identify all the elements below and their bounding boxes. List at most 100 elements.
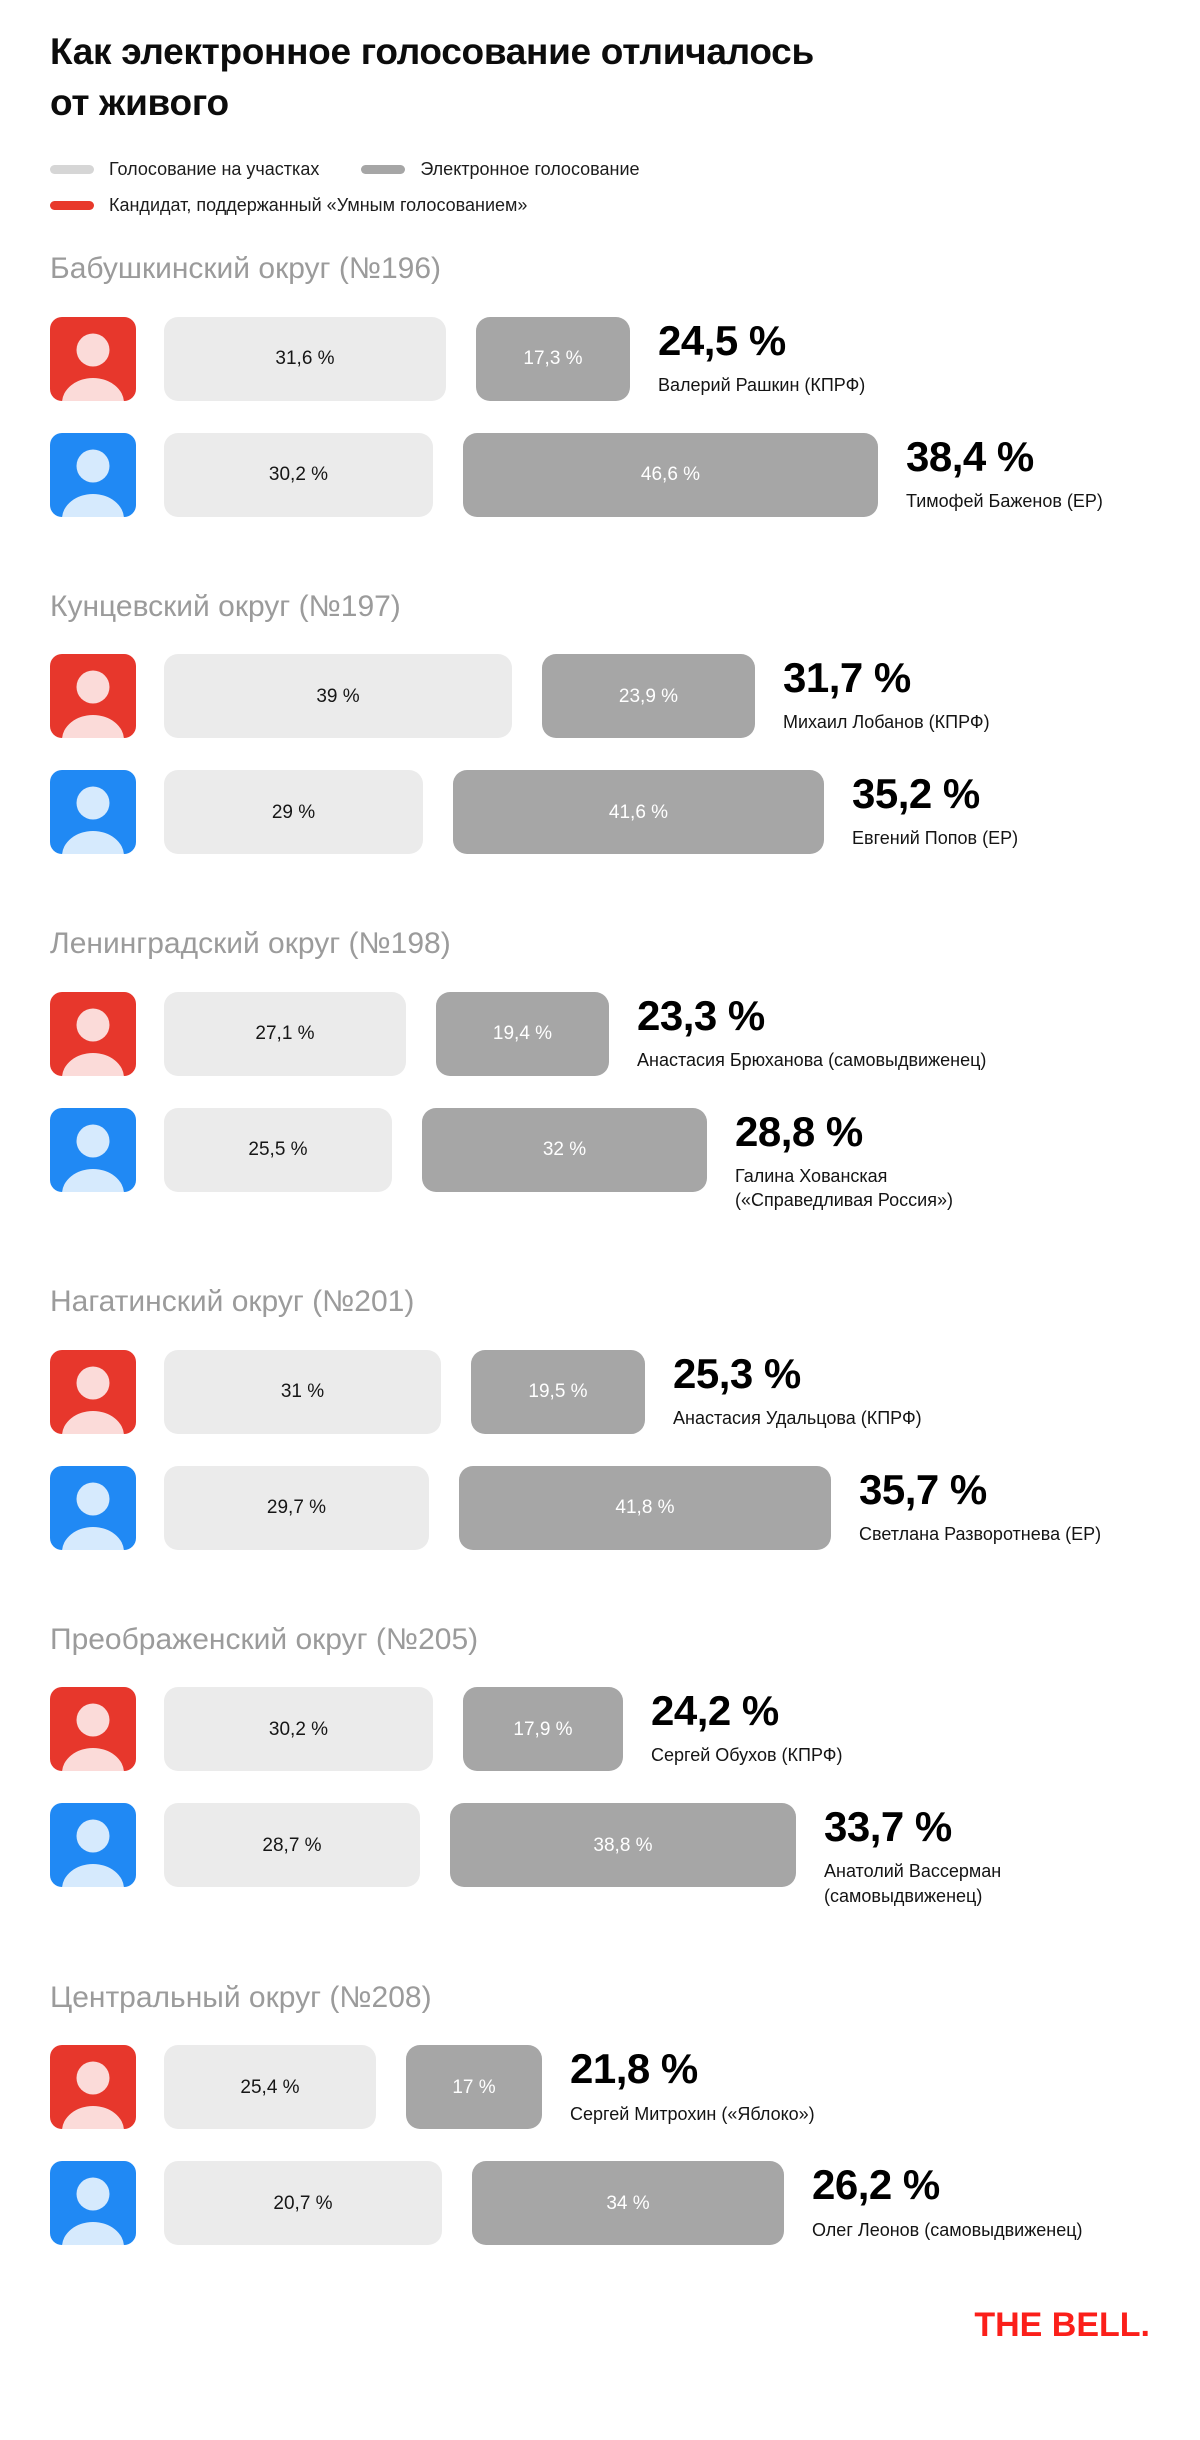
total-percent: 35,7 %	[859, 1465, 987, 1513]
candidate-photo	[50, 316, 136, 401]
candidate-result: 25,3 % Анастасия Удальцова (КПРФ)	[673, 1350, 922, 1430]
candidate-name: Анатолий Вассерман (самовыдвиженец)	[824, 1861, 1002, 1906]
electronic-bar-label: 17 %	[452, 2076, 496, 2098]
person-silhouette-icon	[62, 1366, 124, 1434]
in-person-bar: 30,2 %	[164, 432, 433, 517]
district-rows: 39 % 23,9 % 31,7 % Михаил Лобанов (КПРФ)…	[50, 654, 1150, 855]
candidate-row: 30,2 % 17,9 % 24,2 % Сергей Обухов (КПРФ…	[50, 1687, 1150, 1772]
electronic-bar: 46,6 %	[463, 432, 878, 517]
district-header: Кунцевский округ (№197)	[50, 589, 401, 623]
candidate-result: 24,5 % Валерий Рашкин (КПРФ)	[658, 317, 865, 397]
in-person-bar: 31 %	[164, 1349, 441, 1434]
total-percent: 31,7 %	[783, 654, 911, 702]
total-percent: 24,5 %	[658, 316, 786, 364]
candidate-row: 20,7 % 34 % 26,2 % Олег Леонов (самовыдв…	[50, 2161, 1150, 2246]
legend-item-label: Электронное голосование	[420, 159, 640, 180]
district-header: Бабушкинский округ (№196)	[50, 252, 442, 286]
candidate-photo	[50, 654, 136, 739]
district-rows: 25,4 % 17 % 21,8 % Сергей Митрохин («Ябл…	[50, 2045, 1150, 2246]
district-header: Преображенский округ (№205)	[50, 1622, 479, 1656]
in-person-bar: 25,4 %	[164, 2045, 376, 2130]
electronic-bar-label: 32 %	[542, 1139, 587, 1161]
in-person-bar: 25,5 %	[164, 1107, 392, 1192]
legend-item: Голосование на участках	[50, 160, 319, 178]
in-person-bar: 39 %	[164, 654, 512, 739]
in-person-bar-label: 28,7 %	[262, 1834, 322, 1856]
legend-item-label: Кандидат, поддержанный «Умным голосовани…	[109, 195, 528, 216]
candidate-photo	[50, 2161, 136, 2246]
person-silhouette-icon	[62, 1703, 124, 1772]
candidate-row: 31,6 % 17,3 % 24,5 % Валерий Рашкин (КПР…	[50, 316, 1150, 401]
in-person-bar: 29 %	[164, 770, 423, 855]
person-silhouette-icon	[62, 1124, 124, 1192]
electronic-bar: 19,5 %	[471, 1349, 645, 1434]
candidate-row: 25,5 % 32 % 28,8 % Галина Хованская («Сп…	[50, 1107, 1150, 1213]
candidate-name: Анастасия Брюханова (самовыдвиженец)	[637, 1049, 987, 1070]
page-title: Как электронное голосование отличалось о…	[50, 31, 814, 124]
electronic-bar: 17,9 %	[463, 1687, 623, 1772]
district-rows: 30,2 % 17,9 % 24,2 % Сергей Обухов (КПРФ…	[50, 1687, 1150, 1908]
candidate-row: 30,2 % 46,6 % 38,4 % Тимофей Баженов (ЕР…	[50, 432, 1150, 517]
electronic-bar-label: 19,4 %	[492, 1023, 553, 1045]
electronic-bar: 23,9 %	[542, 654, 755, 739]
electronic-bar-label: 17,9 %	[513, 1718, 573, 1740]
smart-voting-legend-swatch-icon	[50, 200, 94, 210]
district-rows: 31 % 19,5 % 25,3 % Анастасия Удальцова (…	[50, 1349, 1150, 1550]
legend-item: Электронное голосование	[361, 159, 640, 180]
electronic-bar-label: 41,8 %	[615, 1497, 675, 1519]
district-section: Бабушкинский округ (№196) 31,6 % 17,3 % …	[50, 252, 1150, 517]
candidate-photo	[50, 2045, 136, 2130]
district-section: Ленинградский округ (№198) 27,1 % 19,4 %…	[50, 927, 1150, 1212]
in-person-bar-label: 25,4 %	[240, 2076, 300, 2098]
candidate-result: 24,2 % Сергей Обухов (КПРФ)	[651, 1687, 842, 1767]
total-percent: 25,3 %	[673, 1349, 801, 1397]
candidate-row: 27,1 % 19,4 % 23,3 % Анастасия Брюханова…	[50, 991, 1150, 1076]
electronic-bar: 38,8 %	[450, 1803, 796, 1888]
total-percent: 38,4 %	[906, 432, 1034, 480]
in-person-legend-swatch-icon	[50, 164, 94, 174]
candidate-photo	[50, 1349, 136, 1434]
candidate-photo	[50, 1465, 136, 1550]
electronic-bar-label: 38,8 %	[593, 1834, 653, 1856]
candidate-photo	[50, 1107, 136, 1192]
electronic-bar: 32 %	[422, 1107, 707, 1192]
district-header: Ленинградский округ (№198)	[50, 927, 451, 961]
candidate-photo	[50, 1803, 136, 1888]
total-percent: 24,2 %	[651, 1687, 779, 1735]
candidate-name: Тимофей Баженов (ЕР)	[906, 490, 1103, 511]
legend-row-2: Кандидат, поддержанный «Умным голосовани…	[50, 194, 1150, 216]
district-section: Кунцевский округ (№197) 39 % 23,9 % 31,7…	[50, 590, 1150, 855]
footer: THE BELL.	[50, 2306, 1150, 2345]
candidate-result: 31,7 % Михаил Лобанов (КПРФ)	[783, 654, 990, 734]
total-percent: 35,2 %	[852, 770, 980, 818]
candidate-result: 23,3 % Анастасия Брюханова (самовыдвижен…	[637, 992, 986, 1072]
candidate-row: 25,4 % 17 % 21,8 % Сергей Митрохин («Ябл…	[50, 2045, 1150, 2130]
district-section: Центральный округ (№208) 25,4 % 17 % 21,…	[50, 1981, 1150, 2246]
candidate-photo	[50, 770, 136, 855]
electronic-legend-swatch-icon	[361, 164, 406, 174]
candidate-name: Анастасия Удальцова (КПРФ)	[673, 1407, 922, 1428]
in-person-bar: 27,1 %	[164, 991, 406, 1076]
in-person-bar-label: 30,2 %	[268, 1718, 329, 1740]
in-person-bar: 20,7 %	[164, 2161, 442, 2246]
person-silhouette-icon	[62, 2061, 124, 2130]
in-person-bar-label: 27,1 %	[255, 1023, 315, 1045]
person-silhouette-icon	[62, 1482, 124, 1550]
electronic-bar-label: 34 %	[606, 2192, 650, 2214]
in-person-bar-label: 30,2 %	[268, 464, 329, 486]
district-header: Центральный округ (№208)	[50, 1980, 432, 2014]
in-person-bar-label: 39 %	[316, 685, 360, 707]
candidate-row: 31 % 19,5 % 25,3 % Анастасия Удальцова (…	[50, 1349, 1150, 1434]
candidate-name: Валерий Рашкин (КПРФ)	[658, 374, 866, 395]
district-section: Преображенский округ (№205) 30,2 % 17,9 …	[50, 1623, 1150, 1908]
candidate-photo	[50, 432, 136, 517]
the-bell-logo: THE BELL.	[974, 2306, 1150, 2345]
person-silhouette-icon	[62, 333, 124, 401]
in-person-bar-label: 31,6 %	[275, 348, 335, 370]
candidate-result: 35,2 % Евгений Попов (ЕР)	[852, 770, 1018, 850]
legend-item-label: Голосование на участках	[109, 159, 320, 180]
in-person-bar-label: 20,7 %	[273, 2192, 333, 2214]
candidate-result: 33,7 % Анатолий Вассерман (самовыдвижене…	[824, 1803, 1001, 1908]
person-silhouette-icon	[62, 1008, 124, 1076]
total-percent: 33,7 %	[824, 1803, 952, 1851]
